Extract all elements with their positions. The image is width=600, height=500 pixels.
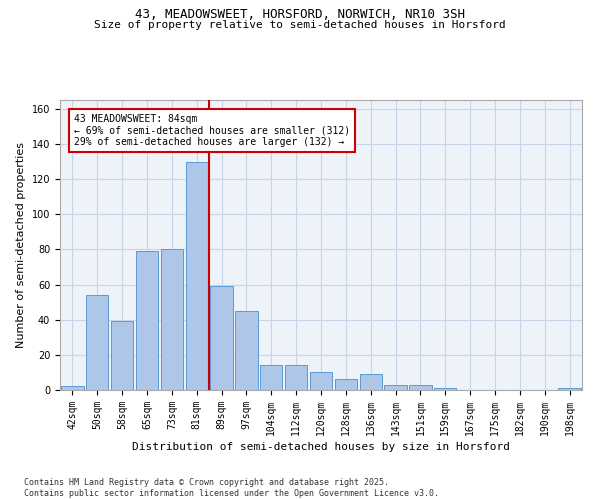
Bar — [434, 388, 457, 390]
Bar — [86, 295, 109, 390]
Bar — [235, 311, 257, 390]
Bar — [161, 250, 183, 390]
Bar — [409, 384, 431, 390]
Bar — [335, 380, 357, 390]
Bar — [385, 384, 407, 390]
Text: 43 MEADOWSWEET: 84sqm
← 69% of semi-detached houses are smaller (312)
29% of sem: 43 MEADOWSWEET: 84sqm ← 69% of semi-deta… — [74, 114, 350, 148]
Bar — [285, 366, 307, 390]
Bar — [61, 386, 83, 390]
Text: Size of property relative to semi-detached houses in Horsford: Size of property relative to semi-detach… — [94, 20, 506, 30]
Bar — [310, 372, 332, 390]
Text: Contains HM Land Registry data © Crown copyright and database right 2025.
Contai: Contains HM Land Registry data © Crown c… — [24, 478, 439, 498]
Text: Distribution of semi-detached houses by size in Horsford: Distribution of semi-detached houses by … — [132, 442, 510, 452]
Bar — [260, 366, 283, 390]
Y-axis label: Number of semi-detached properties: Number of semi-detached properties — [16, 142, 26, 348]
Bar — [559, 388, 581, 390]
Bar — [136, 251, 158, 390]
Text: 43, MEADOWSWEET, HORSFORD, NORWICH, NR10 3SH: 43, MEADOWSWEET, HORSFORD, NORWICH, NR10… — [135, 8, 465, 20]
Bar — [111, 322, 133, 390]
Bar — [359, 374, 382, 390]
Bar — [211, 286, 233, 390]
Bar — [185, 162, 208, 390]
